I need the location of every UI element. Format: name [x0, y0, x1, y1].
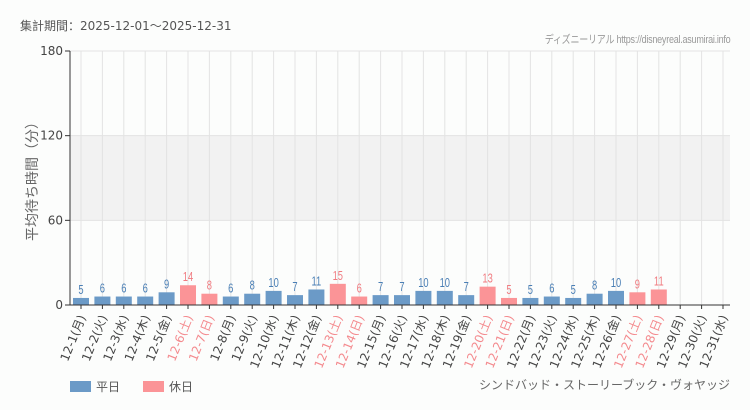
bar[interactable]: [137, 296, 154, 305]
bar-value-label: 11: [312, 275, 322, 289]
period-label: 集計期間：2025-12-01〜2025-12-31: [20, 19, 232, 33]
bar-value-label: 6: [549, 282, 554, 296]
bar-value-label: 5: [506, 284, 511, 298]
bar[interactable]: [329, 283, 346, 305]
bar-value-label: 6: [143, 282, 148, 296]
site-credit: ディズニーリアル https://disneyreal.asumirai.inf…: [544, 34, 730, 46]
bar-value-label: 5: [78, 284, 83, 298]
legend-label-holiday: 休日: [169, 380, 194, 394]
bar-value-label: 5: [528, 284, 533, 298]
bar[interactable]: [479, 286, 496, 305]
bar-value-label: 9: [164, 278, 169, 292]
bar-value-label: 6: [228, 282, 233, 296]
y-tick-label: 120: [40, 129, 63, 143]
attraction-name: シンドバッド・ストーリーブック・ヴォヤッジ: [478, 378, 730, 392]
bar-value-label: 7: [464, 281, 469, 295]
bar[interactable]: [436, 290, 453, 305]
bar-value-label: 9: [635, 278, 640, 292]
bar[interactable]: [308, 289, 325, 305]
bar[interactable]: [180, 285, 196, 305]
bar[interactable]: [351, 296, 368, 305]
bar-value-label: 8: [250, 279, 255, 293]
bar-value-label: 7: [378, 281, 383, 295]
legend: 平日 休日: [70, 378, 216, 395]
bar[interactable]: [244, 293, 261, 305]
shaded-band: [70, 135, 730, 221]
legend-label-weekday: 平日: [96, 380, 121, 394]
bar[interactable]: [629, 292, 646, 305]
bar-value-label: 8: [592, 279, 597, 293]
bar[interactable]: [287, 295, 303, 305]
y-tick-label: 0: [55, 298, 63, 312]
bar[interactable]: [586, 293, 603, 305]
bar[interactable]: [201, 293, 218, 305]
bar-value-label: 13: [482, 272, 492, 286]
bar[interactable]: [94, 296, 111, 305]
bar[interactable]: [73, 297, 89, 305]
bar-value-label: 10: [611, 277, 621, 291]
legend-swatch-holiday: [143, 381, 165, 392]
bar[interactable]: [458, 295, 475, 305]
legend-item-weekday[interactable]: 平日: [70, 378, 120, 395]
bar[interactable]: [265, 290, 282, 305]
bar-value-label: 10: [418, 277, 428, 291]
bar-value-label: 7: [292, 281, 297, 295]
bar-value-label: 11: [654, 275, 664, 289]
bar-value-label: 7: [399, 281, 404, 295]
y-axis-label: 平均待ち時間（分）: [25, 115, 41, 241]
bar[interactable]: [522, 297, 539, 305]
bar-value-label: 14: [183, 271, 193, 285]
bar[interactable]: [501, 297, 517, 305]
bar[interactable]: [115, 296, 132, 305]
bar-value-label: 5: [571, 284, 576, 298]
bar[interactable]: [415, 290, 432, 305]
bar[interactable]: [608, 290, 624, 305]
bar-value-label: 10: [440, 277, 450, 291]
legend-item-holiday[interactable]: 休日: [143, 378, 193, 395]
bar-value-label: 8: [207, 279, 212, 293]
bar-value-label: 15: [333, 270, 343, 284]
bar-value-label: 6: [121, 282, 126, 296]
y-tick-label: 180: [40, 44, 63, 58]
legend-swatch-weekday: [70, 381, 91, 392]
y-tick-label: 60: [48, 213, 63, 227]
bar[interactable]: [158, 292, 175, 305]
bar[interactable]: [650, 289, 667, 305]
bar-value-label: 10: [268, 277, 278, 291]
bar[interactable]: [394, 295, 410, 305]
bar[interactable]: [372, 295, 389, 305]
bar[interactable]: [543, 296, 560, 305]
bar[interactable]: [222, 296, 239, 305]
bar[interactable]: [565, 297, 582, 305]
bar-value-label: 6: [357, 282, 362, 296]
bar-value-label: 6: [100, 282, 105, 296]
